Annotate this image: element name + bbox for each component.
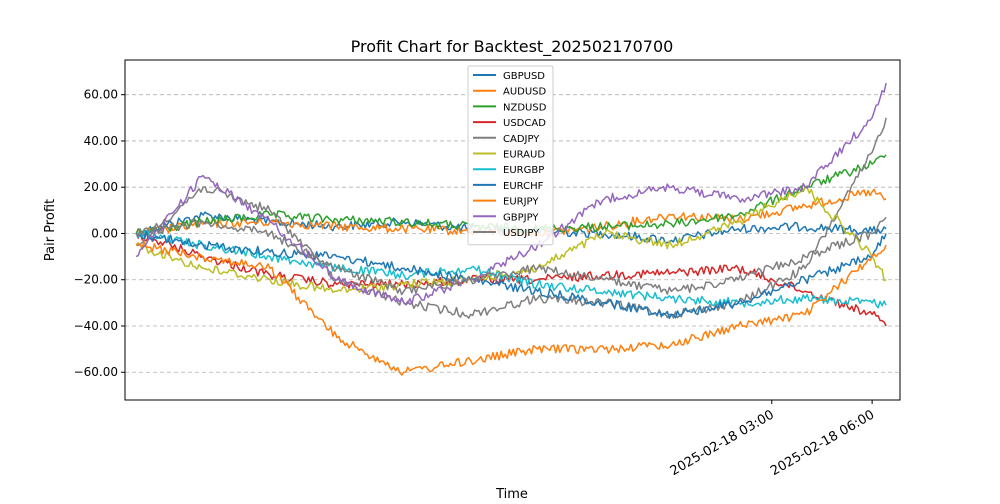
y-tick-label: 20.00 xyxy=(84,180,118,194)
legend-label: GBPJPY xyxy=(503,212,539,223)
chart-title: Profit Chart for Backtest_202502170700 xyxy=(351,37,674,57)
legend-label: EURJPY xyxy=(503,197,539,208)
y-tick-label: 60.00 xyxy=(84,88,118,102)
legend-label: NZDUSD xyxy=(503,102,547,113)
series-lines xyxy=(135,82,887,376)
series-line-usdjpy xyxy=(135,216,887,296)
y-tick-label: −60.00 xyxy=(74,365,118,379)
y-axis-label: Pair Profit xyxy=(43,199,58,261)
series-line-gbpjpy xyxy=(135,82,887,306)
y-tick-label: 40.00 xyxy=(84,134,118,148)
legend-label: GBPUSD xyxy=(503,71,545,82)
series-line-eurchf xyxy=(135,230,887,320)
legend-label: AUDUSD xyxy=(503,87,547,98)
legend-label: USDJPY xyxy=(503,228,540,239)
series-line-eurjpy xyxy=(135,241,887,376)
legend-label: CADJPY xyxy=(503,134,540,145)
x-tick-label: 2025-02-18 03:00 xyxy=(668,407,777,479)
y-tick-label: 0.00 xyxy=(91,226,118,240)
legend-label: EURGBP xyxy=(503,165,544,176)
y-axis: −60.00 −40.00 −20.00 0.00 20.00 40.00 60.00 xyxy=(74,88,125,379)
legend-label: EURAUD xyxy=(503,150,545,161)
legend: GBPUSD AUDUSD NZDUSD USDCAD CADJPY EURAUD EURG… xyxy=(467,65,554,246)
plot-frame xyxy=(124,59,901,401)
x-axis-label: Time xyxy=(495,487,528,500)
x-tick-label: 2025-02-18 06:00 xyxy=(768,407,877,479)
y-tick-label: −40.00 xyxy=(74,319,118,333)
legend-label: EURCHF xyxy=(503,181,544,192)
legend-label: USDCAD xyxy=(503,118,546,129)
y-tick-label: −20.00 xyxy=(74,273,118,287)
